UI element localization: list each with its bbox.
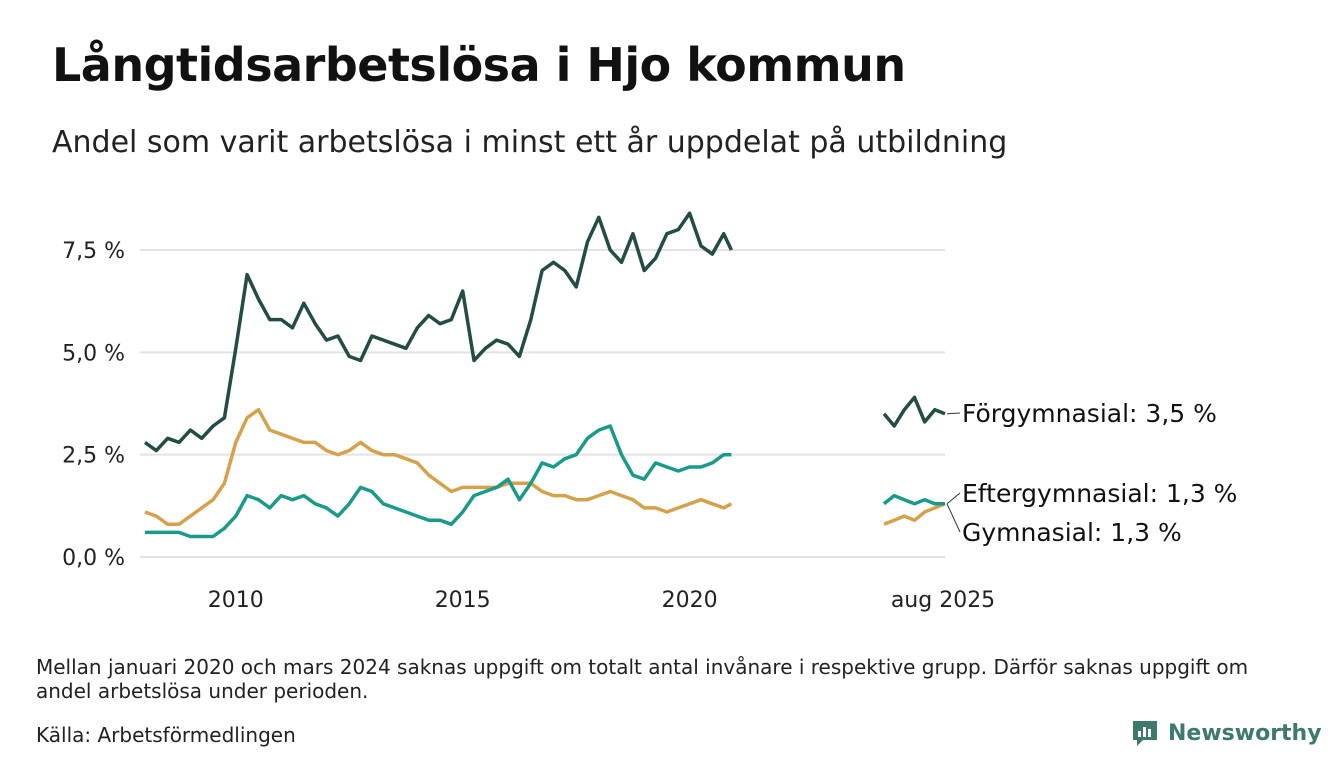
y-tick-label: 5,0 % — [62, 341, 125, 366]
recent-line-eftergymnasial — [882, 493, 945, 506]
series-line-gymnasial — [144, 407, 733, 527]
end-label-gymnasial: Gymnasial: 1,3 % — [962, 518, 1182, 547]
chart-source: Källa: Arbetsförmedlingen — [36, 723, 296, 747]
chart-subtitle: Andel som varit arbetslösa i minst ett å… — [52, 125, 1008, 160]
chart-note: Mellan januari 2020 och mars 2024 saknas… — [36, 655, 1249, 703]
x-tick-label: aug 2025 — [891, 588, 995, 613]
series-line-eftergymnasial — [145, 424, 732, 539]
brand-name: Newsworthy — [1168, 720, 1322, 746]
recent-line-forgymnasial — [882, 395, 946, 428]
label-leader — [946, 492, 961, 505]
x-tick-label: 2015 — [435, 588, 491, 613]
newsworthy-icon — [1133, 721, 1157, 746]
x-tick-label: 2020 — [662, 588, 718, 613]
line-chart: 0,0 % 2,5 % 5,0 % 7,5 % 2010 2015 2020 aug 2025… — [62, 211, 1237, 613]
series-line-forgymnasial — [143, 211, 733, 453]
label-leader — [946, 412, 961, 415]
y-tick-label: 2,5 % — [62, 444, 125, 469]
y-tick-label: 7,5 % — [62, 239, 125, 264]
recent-line-gymnasial — [883, 502, 946, 526]
end-label-forgymnasial: Förgymnasial: 3,5 % — [962, 399, 1217, 428]
chart-title: Långtidsarbetslösa i Hjo kommun — [52, 38, 906, 92]
newsworthy-logo[interactable]: Newsworthy — [1130, 718, 1322, 748]
y-tick-label: 0,0 % — [62, 546, 125, 571]
end-label-eftergymnasial: Eftergymnasial: 1,3 % — [962, 479, 1237, 508]
label-leader — [946, 503, 961, 533]
x-tick-label: 2010 — [208, 588, 264, 613]
